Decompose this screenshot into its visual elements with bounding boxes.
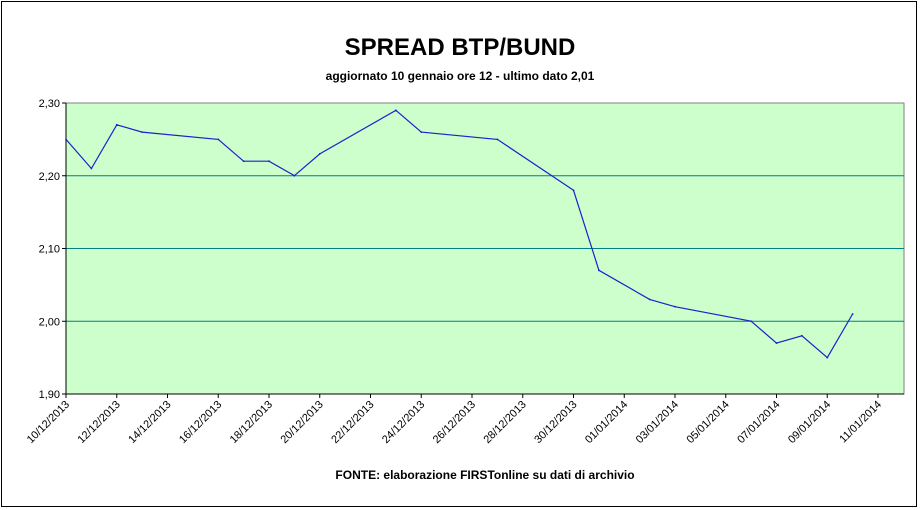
- x-tick-label: 14/12/2013: [126, 399, 173, 446]
- y-tick-label: 2,30: [39, 98, 60, 110]
- data-point: [217, 138, 220, 141]
- chart-subtitle: aggiornato 10 gennaio ore 12 - ultimo da…: [325, 69, 595, 83]
- data-point: [242, 160, 245, 163]
- data-point: [648, 298, 651, 301]
- x-tick-label: 20/12/2013: [278, 399, 325, 446]
- data-point: [826, 356, 829, 359]
- x-tick-label: 03/01/2014: [634, 399, 681, 446]
- data-point: [775, 342, 778, 344]
- data-point: [572, 189, 575, 192]
- x-tick-label: 18/12/2013: [228, 399, 275, 446]
- x-tick-label: 12/12/2013: [75, 399, 122, 446]
- data-point: [141, 131, 144, 134]
- data-point: [268, 160, 270, 163]
- x-tick-label: 28/12/2013: [481, 399, 528, 446]
- y-tick-label: 2,20: [39, 171, 60, 183]
- x-tick-label: 26/12/2013: [431, 399, 478, 446]
- data-point: [420, 131, 423, 134]
- data-point: [496, 138, 499, 141]
- data-point: [597, 269, 600, 272]
- x-tick-label: 09/01/2014: [786, 399, 833, 446]
- x-tick-label: 11/01/2014: [837, 399, 884, 446]
- y-tick-label: 2,00: [39, 316, 60, 328]
- y-tick-label: 2,10: [39, 244, 60, 256]
- data-point: [90, 167, 93, 170]
- x-tick-label: 01/01/2014: [583, 399, 630, 446]
- x-tick-label: 24/12/2013: [380, 399, 427, 446]
- chart-source-note: FONTE: elaborazione FIRSTonline su dati …: [335, 468, 635, 482]
- x-tick-label: 10/12/2013: [25, 399, 72, 446]
- data-point: [851, 313, 854, 315]
- y-tick-label: 1,90: [39, 389, 60, 401]
- chart-title: SPREAD BTP/BUND: [344, 34, 576, 61]
- x-tick-label: 22/12/2013: [329, 399, 376, 446]
- data-point: [674, 305, 676, 308]
- data-point: [800, 334, 803, 337]
- x-tick-label: 16/12/2013: [177, 399, 224, 446]
- data-point: [394, 109, 397, 112]
- data-point: [115, 123, 118, 126]
- data-point: [750, 320, 753, 323]
- x-tick-label: 30/12/2013: [532, 399, 579, 446]
- x-tick-label: 05/01/2014: [684, 399, 731, 446]
- data-point: [318, 153, 321, 155]
- data-point: [293, 174, 296, 177]
- data-point: [65, 138, 67, 141]
- x-tick-label: 07/01/2014: [735, 399, 782, 446]
